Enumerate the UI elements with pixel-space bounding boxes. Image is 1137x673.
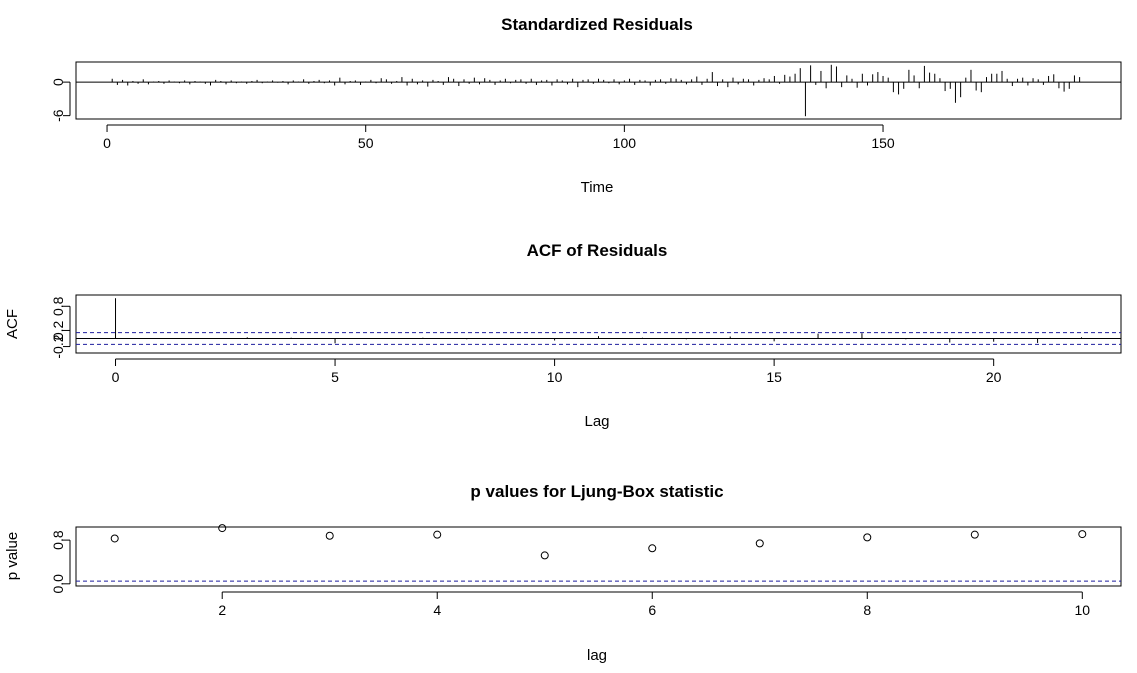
residuals-bar-series — [111, 64, 1081, 117]
acf-title: ACF of Residuals — [527, 241, 668, 260]
ljung-box-plot-frame — [75, 526, 1122, 587]
ljung-box-y-label: p value — [4, 532, 21, 580]
ljung-box-point — [755, 539, 764, 548]
acf-x-tick-label: 5 — [331, 369, 339, 385]
ljung-box-x-tick-label: 2 — [218, 602, 226, 618]
acf-x-tick-label: 20 — [986, 369, 1002, 385]
acf-x-axis: 0 5 10 15 20 — [112, 358, 1002, 385]
residuals-y-tick-label: -6 — [50, 109, 66, 122]
ljung-box-y-tick-label: 0.8 — [50, 530, 66, 550]
residuals-y-axis: -6 0 — [50, 78, 71, 122]
residuals-x-axis: 0 50 100 150 — [103, 124, 895, 151]
ljung-box-x-tick-label: 10 — [1075, 602, 1091, 618]
acf-bar-series — [115, 298, 1082, 344]
acf-x-tick-label: 10 — [547, 369, 563, 385]
ljung-box-point — [863, 533, 872, 542]
ljung-box-panel: p values for Ljung-Box statistic 2 4 6 8 10 … — [4, 482, 1122, 664]
ljung-box-point — [970, 530, 979, 539]
residuals-x-tick-label: 0 — [103, 135, 111, 151]
residuals-x-tick-label: 50 — [358, 135, 374, 151]
residuals-plot-frame — [75, 61, 1122, 120]
residuals-title: Standardized Residuals — [501, 15, 693, 34]
ljung-box-point — [540, 551, 549, 560]
residuals-panel: Standardized Residuals 0 50 100 150 -6 0 Tim… — [50, 15, 1122, 196]
acf-y-tick-label: 0.8 — [50, 296, 66, 316]
ljung-box-x-tick-label: 6 — [648, 602, 656, 618]
residuals-x-label: Time — [581, 179, 614, 196]
ljung-box-y-axis: 0.0 0.8 — [50, 530, 71, 594]
residuals-y-tick-label: 0 — [50, 78, 66, 86]
ljung-box-x-tick-label: 4 — [433, 602, 441, 618]
acf-x-tick-label: 0 — [112, 369, 120, 385]
residuals-x-tick-label: 100 — [613, 135, 637, 151]
ljung-box-x-label: lag — [587, 647, 607, 664]
ljung-box-point — [433, 530, 442, 539]
acf-y-tick-label: 0.2 — [50, 321, 66, 341]
acf-x-tick-label: 15 — [766, 369, 782, 385]
ljung-box-point — [648, 544, 657, 553]
acf-plot-frame — [75, 294, 1122, 354]
ljung-box-point — [218, 524, 227, 533]
acf-y-axis: -0.20.2 0.8 — [50, 296, 71, 359]
ljung-box-x-axis: 2 4 6 8 10 — [218, 591, 1091, 618]
acf-y-tick-label: -0.2 — [50, 334, 66, 358]
ljung-box-x-tick-label: 8 — [863, 602, 871, 618]
ljung-box-point — [325, 531, 334, 540]
ljung-box-point-series — [110, 524, 1087, 560]
ljung-box-title: p values for Ljung-Box statistic — [470, 482, 723, 501]
ljung-box-y-tick-label: 0.0 — [50, 574, 66, 594]
acf-x-label: Lag — [584, 413, 609, 430]
acf-panel: ACF of Residuals 0 5 10 15 20 -0.20.2 0.8 Lag… — [4, 241, 1122, 430]
residuals-x-tick-label: 150 — [871, 135, 895, 151]
ljung-box-point — [1078, 530, 1087, 539]
ljung-box-point — [110, 534, 119, 543]
acf-y-label: ACF — [4, 309, 21, 339]
